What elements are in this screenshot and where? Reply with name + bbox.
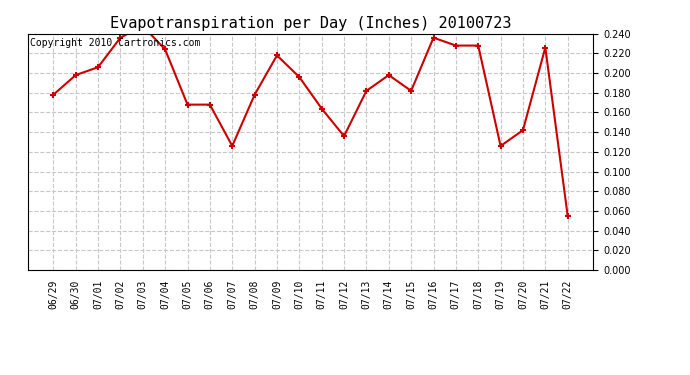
Title: Evapotranspiration per Day (Inches) 20100723: Evapotranspiration per Day (Inches) 2010… (110, 16, 511, 31)
Text: Copyright 2010 Cartronics.com: Copyright 2010 Cartronics.com (30, 39, 201, 48)
